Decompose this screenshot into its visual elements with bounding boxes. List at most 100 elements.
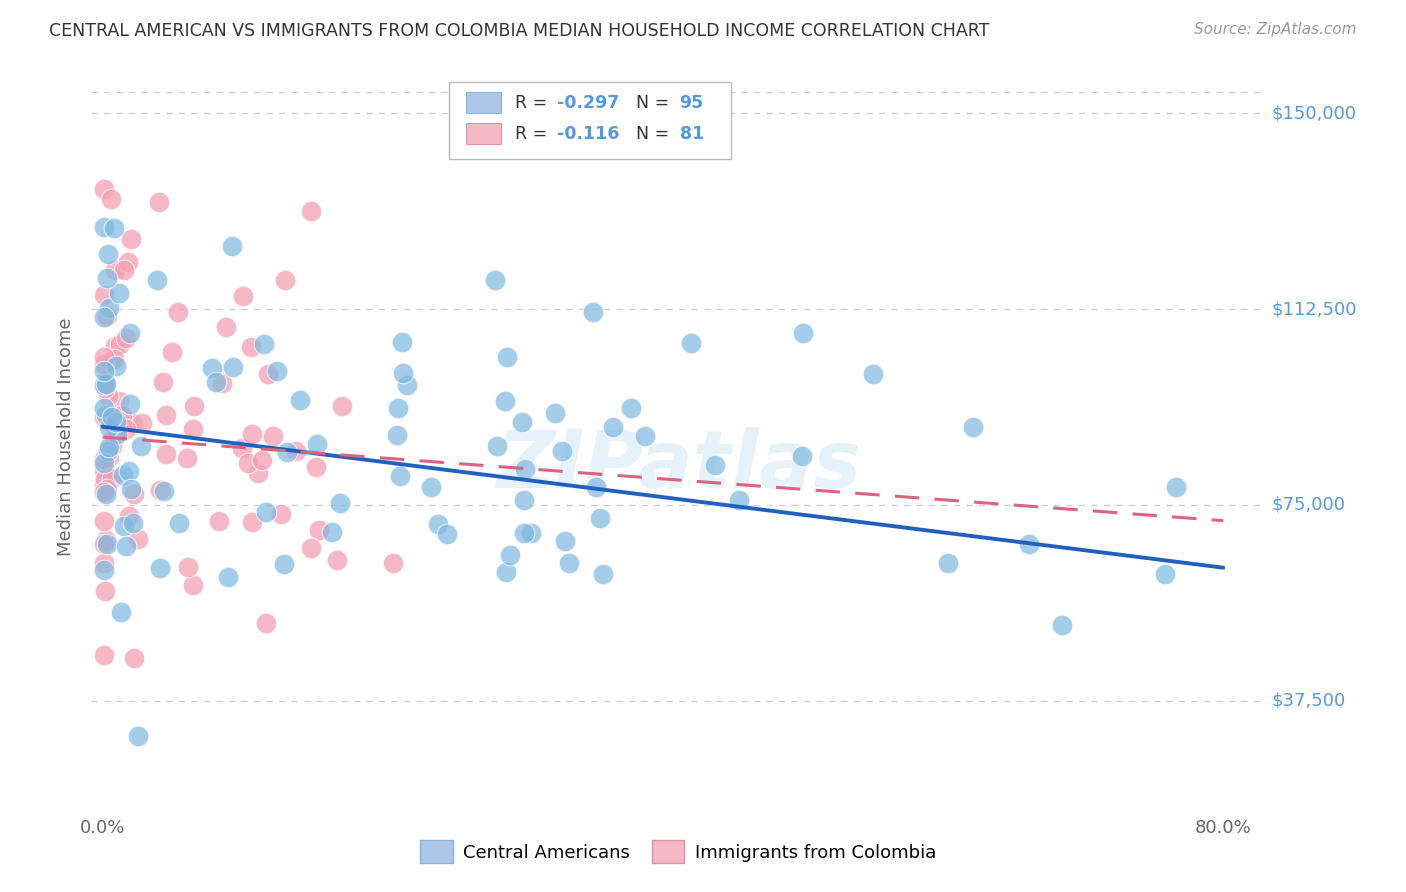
- Point: [276, 444, 298, 458]
- Y-axis label: Median Household Income: Median Household Income: [56, 318, 75, 557]
- Point: [96, 408, 118, 422]
- Point: [104, 263, 127, 277]
- Point: [589, 511, 612, 525]
- Text: CENTRAL AMERICAN VS IMMIGRANTS FROM COLOMBIA MEDIAN HOUSEHOLD INCOME CORRELATION: CENTRAL AMERICAN VS IMMIGRANTS FROM COLO…: [49, 22, 990, 40]
- Point: [118, 464, 141, 478]
- Point: [121, 415, 143, 429]
- Point: [93, 463, 115, 477]
- Point: [330, 400, 353, 414]
- Point: [127, 533, 149, 547]
- Point: [246, 466, 269, 480]
- Point: [183, 422, 205, 436]
- Point: [105, 359, 128, 373]
- Point: [93, 288, 115, 302]
- Point: [98, 450, 121, 464]
- Point: [103, 352, 125, 367]
- Point: [391, 334, 413, 349]
- Point: [520, 526, 543, 541]
- Point: [118, 508, 141, 523]
- Point: [325, 553, 347, 567]
- Point: [118, 326, 141, 340]
- Point: [254, 615, 277, 630]
- Point: [239, 339, 262, 353]
- Point: [792, 326, 814, 340]
- Point: [93, 451, 115, 466]
- Point: [148, 194, 170, 209]
- Text: N =: N =: [636, 94, 675, 112]
- FancyBboxPatch shape: [465, 92, 501, 113]
- Point: [108, 393, 131, 408]
- Point: [558, 556, 581, 570]
- Text: $37,500: $37,500: [1271, 692, 1346, 710]
- Point: [495, 565, 517, 579]
- Point: [256, 367, 278, 381]
- Point: [240, 515, 263, 529]
- Point: [111, 408, 134, 422]
- Point: [181, 578, 204, 592]
- Point: [129, 439, 152, 453]
- Point: [93, 583, 115, 598]
- Point: [93, 181, 115, 195]
- Point: [544, 406, 567, 420]
- Point: [94, 533, 117, 547]
- Point: [1154, 567, 1177, 582]
- Text: -0.116: -0.116: [557, 125, 620, 143]
- Point: [299, 203, 322, 218]
- Point: [274, 273, 297, 287]
- Text: $150,000: $150,000: [1271, 104, 1357, 122]
- Point: [512, 493, 534, 508]
- Point: [183, 399, 205, 413]
- Point: [93, 456, 115, 470]
- Point: [496, 351, 519, 365]
- Point: [392, 366, 415, 380]
- Point: [120, 482, 142, 496]
- Point: [167, 516, 190, 531]
- Point: [101, 439, 124, 453]
- Point: [602, 419, 624, 434]
- Point: [152, 376, 174, 390]
- Point: [115, 539, 138, 553]
- Text: -0.297: -0.297: [557, 94, 620, 112]
- Text: 95: 95: [679, 94, 704, 112]
- Point: [1164, 480, 1187, 494]
- Point: [585, 480, 607, 494]
- Point: [93, 557, 115, 571]
- Point: [152, 483, 174, 498]
- Point: [110, 606, 132, 620]
- Point: [98, 440, 121, 454]
- Point: [101, 352, 124, 367]
- Point: [436, 526, 458, 541]
- Point: [93, 563, 115, 577]
- Point: [308, 523, 330, 537]
- Point: [93, 378, 115, 392]
- Point: [1018, 537, 1040, 551]
- Point: [93, 357, 115, 371]
- Point: [122, 487, 145, 501]
- Point: [221, 359, 243, 374]
- Point: [124, 651, 146, 665]
- Text: Source: ZipAtlas.com: Source: ZipAtlas.com: [1194, 22, 1357, 37]
- Point: [592, 566, 614, 581]
- Text: 81: 81: [679, 125, 704, 143]
- Point: [112, 467, 135, 482]
- Point: [582, 304, 605, 318]
- Point: [551, 444, 574, 458]
- Point: [97, 247, 120, 261]
- Point: [93, 409, 115, 424]
- Point: [131, 416, 153, 430]
- Point: [329, 496, 352, 510]
- Point: [620, 401, 643, 416]
- Point: [962, 420, 984, 434]
- Point: [262, 429, 284, 443]
- Legend: Central Americans, Immigrants from Colombia: Central Americans, Immigrants from Colom…: [420, 840, 936, 863]
- Point: [108, 336, 131, 351]
- Point: [122, 516, 145, 530]
- Point: [221, 239, 243, 253]
- Point: [484, 273, 506, 287]
- Point: [160, 344, 183, 359]
- Point: [94, 376, 117, 391]
- Point: [96, 537, 118, 551]
- Point: [114, 518, 136, 533]
- Point: [513, 461, 536, 475]
- Point: [93, 401, 115, 416]
